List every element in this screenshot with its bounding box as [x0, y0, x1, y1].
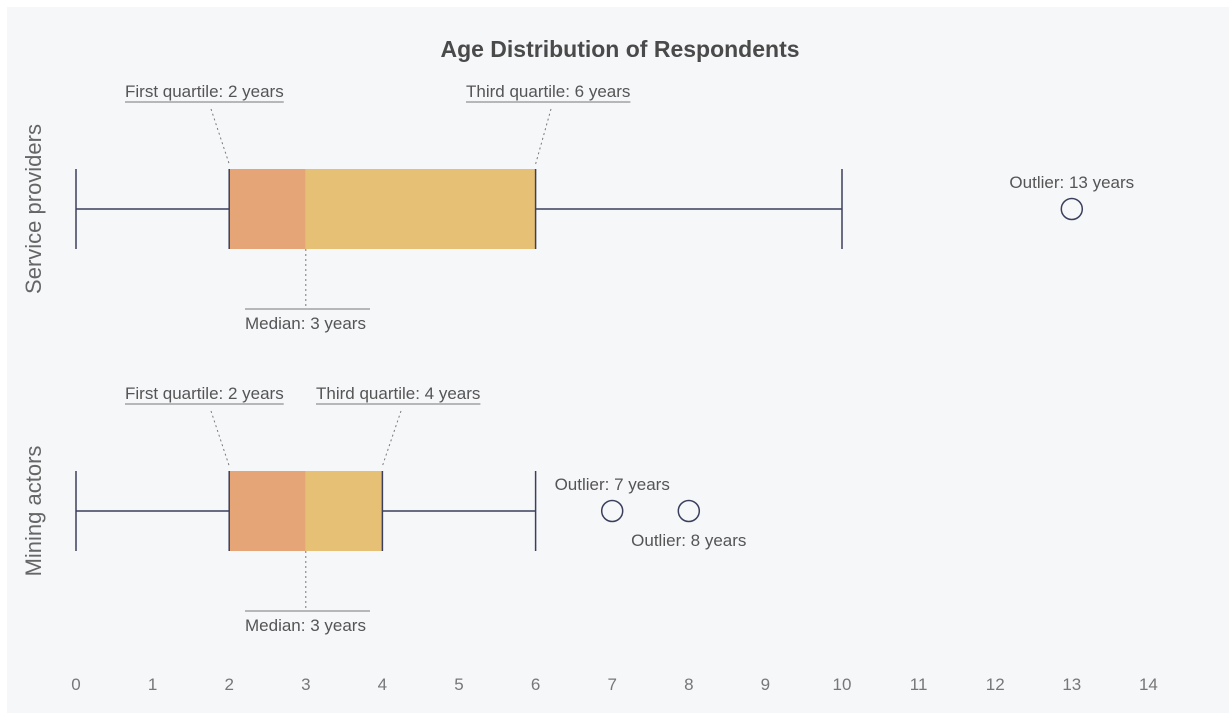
x-tick-label: 4	[378, 675, 387, 694]
outlier-annotation: Outlier: 7 years	[555, 475, 670, 494]
outlier-point	[600, 499, 624, 523]
outlier-annotation: Outlier: 13 years	[1009, 173, 1134, 192]
chart-background	[7, 7, 1229, 713]
x-tick-label: 3	[301, 675, 310, 694]
x-axis: 0 1 2 3 4 5 6 7 8 9 10 11 12 13 14	[71, 675, 1158, 694]
x-tick-label: 7	[607, 675, 616, 694]
box-upper-half	[305, 169, 536, 249]
x-tick-label: 6	[531, 675, 540, 694]
q3-annotation: Third quartile: 4 years	[316, 384, 480, 403]
x-tick-label: 1	[148, 675, 157, 694]
x-tick-label: 8	[684, 675, 693, 694]
series-label: Service providers	[21, 124, 46, 294]
q1-annotation: First quartile: 2 years	[125, 384, 284, 403]
outlier-annotation: Outlier: 8 years	[631, 531, 746, 550]
q3-annotation: Third quartile: 6 years	[466, 82, 630, 101]
box-upper-half	[305, 471, 383, 551]
outlier-point	[677, 499, 701, 523]
median-annotation: Median: 3 years	[245, 616, 366, 635]
box-lower-half	[229, 169, 306, 249]
chart-title: Age Distribution of Respondents	[440, 36, 799, 62]
median-annotation: Median: 3 years	[245, 314, 366, 333]
x-tick-label: 9	[761, 675, 770, 694]
series-label: Mining actors	[21, 446, 46, 577]
outlier-point	[1060, 197, 1084, 221]
x-tick-label: 14	[1139, 675, 1158, 694]
box-lower-half	[229, 471, 306, 551]
x-tick-label: 12	[986, 675, 1005, 694]
q1-annotation: First quartile: 2 years	[125, 82, 284, 101]
x-tick-label: 0	[71, 675, 80, 694]
x-tick-label: 11	[910, 675, 928, 694]
x-tick-label: 2	[224, 675, 233, 694]
x-tick-label: 10	[833, 675, 852, 694]
series-mining-actors: Mining actors First quartile: 2 years Thir…	[21, 384, 746, 635]
series-service-providers: Service providers First quartile: 2 years…	[21, 82, 1134, 333]
x-tick-label: 5	[454, 675, 463, 694]
x-tick-label: 13	[1062, 675, 1081, 694]
plot-area: Service providers First quartile: 2 years…	[21, 82, 1134, 635]
